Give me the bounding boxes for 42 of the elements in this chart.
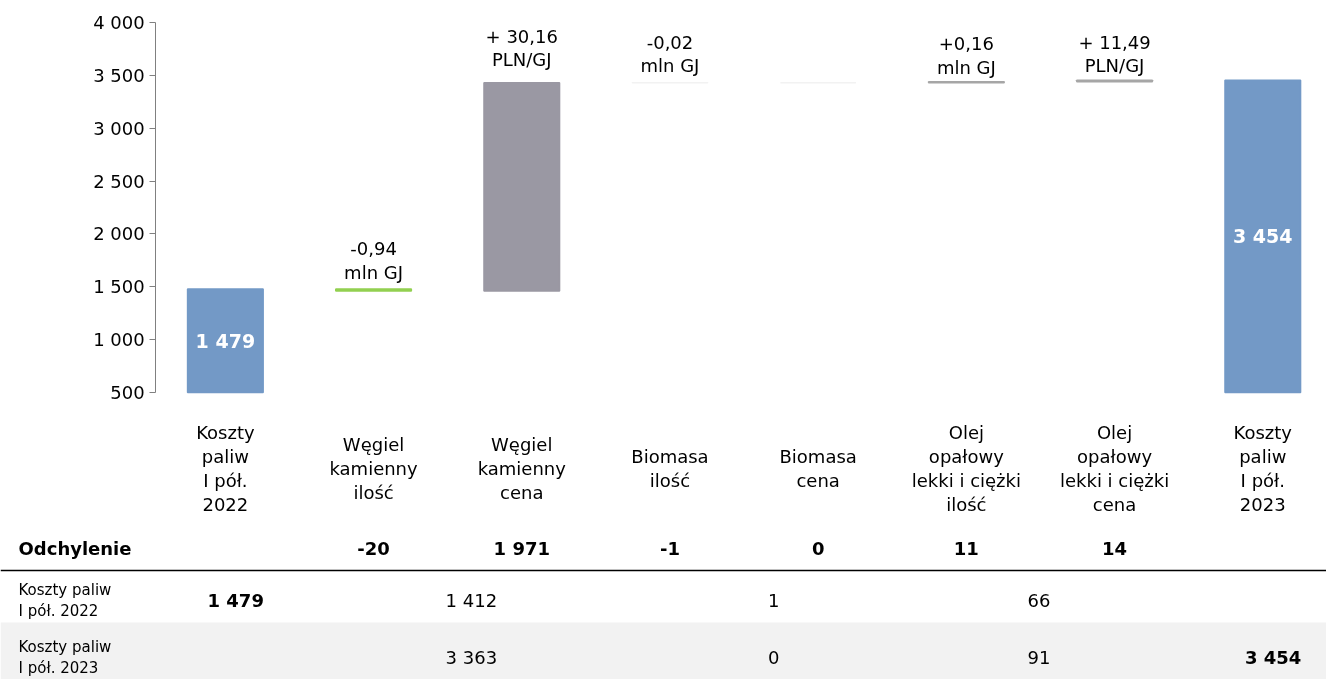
text: 91	[1027, 647, 1051, 668]
text: 11	[953, 538, 979, 559]
annotation: +0,16 mln GJ	[936, 33, 996, 78]
x-tick-label: Olej opałowy lekki i ciężki cena	[1059, 421, 1170, 516]
text: Koszty paliw I pół. 2023	[18, 638, 112, 677]
x-tick-label: Węgiel kamienny ilość	[329, 433, 419, 504]
data-label: 3 454	[1233, 225, 1293, 248]
x-tick-label: Węgiel kamienny cena	[477, 433, 567, 504]
text: 0	[811, 538, 825, 559]
y-tick-label: 2 000	[93, 223, 145, 245]
data-label: 1 479	[195, 329, 256, 352]
text: 66	[1027, 590, 1051, 611]
text: 1 412	[445, 590, 498, 611]
text: -1	[659, 538, 680, 559]
text: 1	[767, 590, 780, 611]
x-tick-label: Olej opałowy lekki i ciężki ilość	[911, 421, 1021, 516]
x-tick-label: Koszty paliw I pół. 2023	[1233, 421, 1293, 516]
x-tick-label: Biomasa ilość	[631, 445, 709, 492]
y-tick-label: 3 000	[93, 117, 145, 139]
x-tick-label: Biomasa cena	[779, 445, 857, 492]
y-tick-label: 1 000	[93, 329, 145, 351]
annotation: + 30,16 PLN/GJ	[485, 25, 558, 71]
annotation: + 11,49 PLN/GJ	[1078, 31, 1151, 77]
y-tick-label: 500	[110, 382, 145, 403]
text: 3 363	[445, 647, 498, 668]
bar	[335, 288, 413, 292]
y-tick-label: 3 500	[93, 64, 145, 86]
bar	[483, 82, 561, 292]
text: 14	[1102, 538, 1128, 559]
annotation: -0,94 mln GJ	[344, 238, 404, 283]
x-tick-label: Koszty paliw I pół. 2022	[196, 421, 255, 516]
text: Koszty paliw I pół. 2022	[18, 581, 112, 620]
text: 3 454	[1244, 647, 1302, 668]
text: 1 971	[493, 538, 550, 559]
y-tick-label: 1 500	[93, 276, 145, 298]
text: 1 479	[207, 590, 264, 611]
text: Odchylenie	[18, 538, 132, 559]
y-tick-label: 2 500	[93, 170, 145, 192]
y-tick-label: 4 000	[93, 12, 145, 33]
text: 0	[767, 647, 780, 668]
text: -20	[357, 538, 390, 559]
annotation: -0,02 mln GJ	[640, 31, 700, 77]
